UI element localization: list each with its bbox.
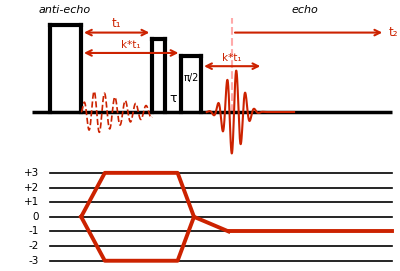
Text: -1: -1 <box>29 227 39 237</box>
Text: τ: τ <box>169 92 177 105</box>
Text: +2: +2 <box>24 182 39 192</box>
Text: t₂: t₂ <box>389 26 398 39</box>
Text: 0: 0 <box>33 212 39 222</box>
Text: t₁: t₁ <box>112 18 122 31</box>
Text: π/2: π/2 <box>184 73 199 83</box>
Text: -3: -3 <box>29 256 39 266</box>
Text: anti-echo: anti-echo <box>39 5 91 15</box>
Text: -2: -2 <box>29 241 39 251</box>
Text: +3: +3 <box>24 168 39 178</box>
Text: k*t₁: k*t₁ <box>121 40 141 50</box>
Text: +1: +1 <box>24 197 39 207</box>
Text: k*t₁: k*t₁ <box>222 53 242 63</box>
Text: echo: echo <box>292 5 318 15</box>
